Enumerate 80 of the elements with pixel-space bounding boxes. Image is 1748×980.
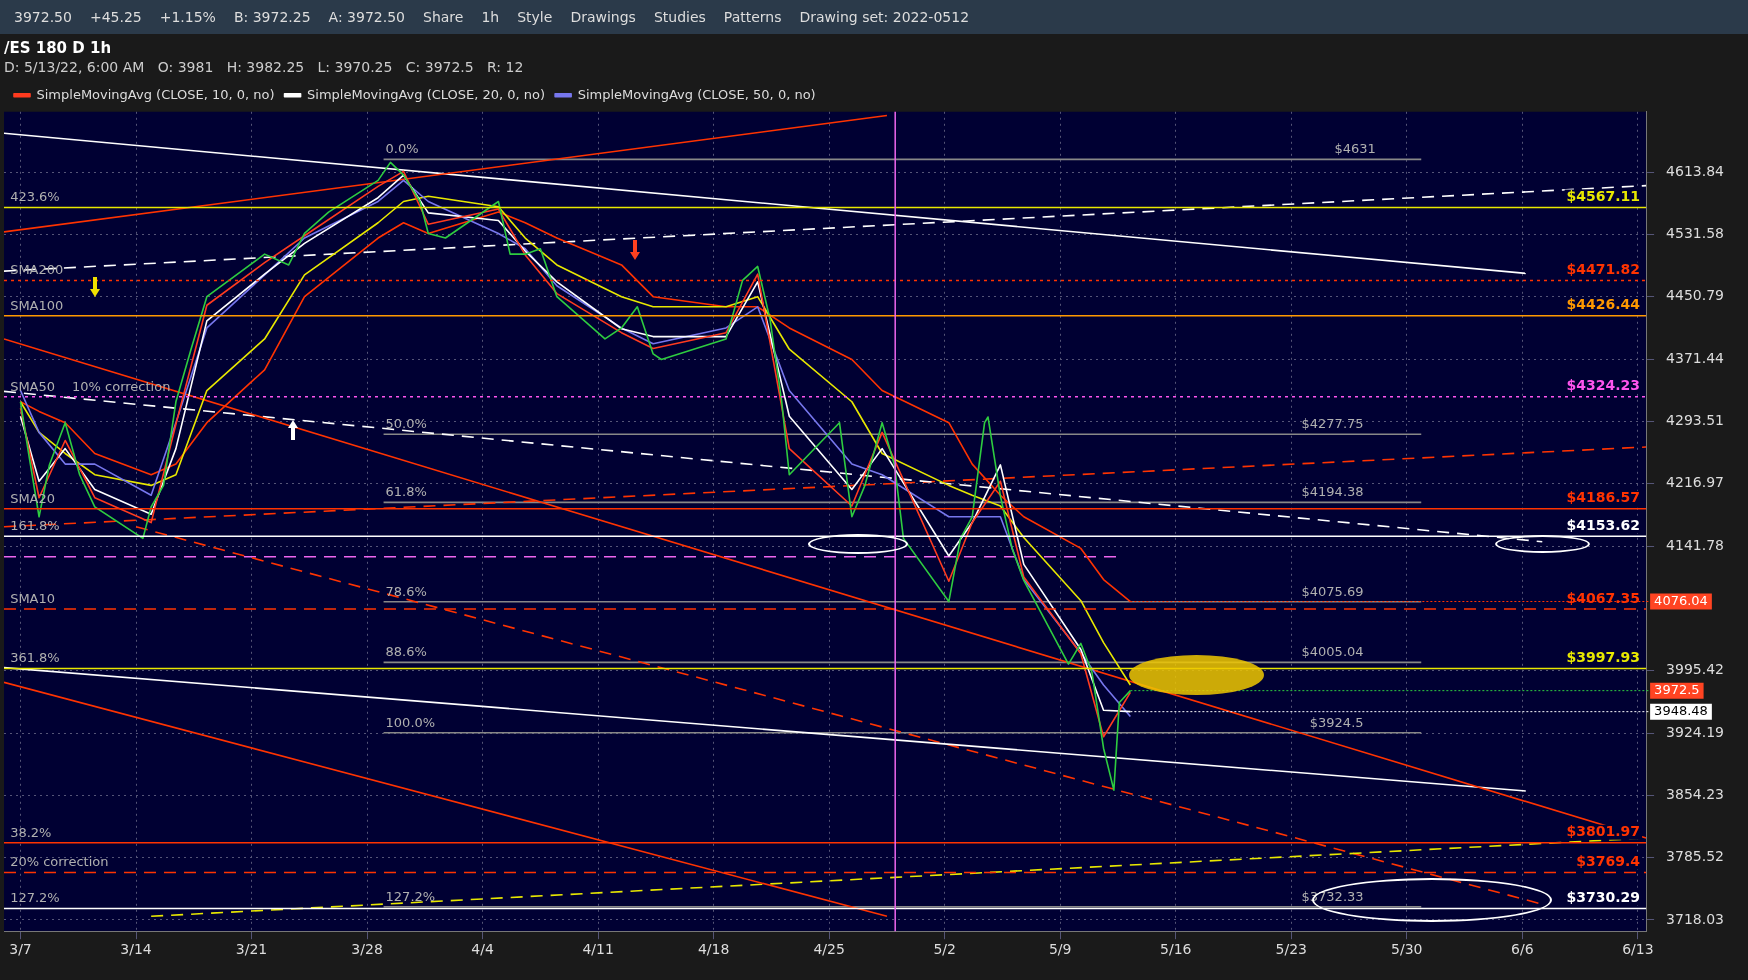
ref-line-label: $3801.97 [1566, 823, 1641, 840]
ref-line-label: $4153.62 [1566, 516, 1641, 533]
annotation: $3924.5 [1309, 714, 1364, 730]
annotation: SMA10 [10, 590, 56, 606]
text: Share [423, 9, 464, 25]
text: 1h [481, 9, 500, 25]
annotation: SMA200 [10, 262, 64, 278]
annotation: $4631 [1334, 141, 1376, 157]
ref-line-label: $4567.11 [1566, 188, 1641, 205]
annotation: 50.0% [385, 416, 427, 432]
text: Drawing set: 2022-0512 [799, 9, 970, 25]
y-tick-label: 3995.42 [1666, 661, 1725, 678]
x-tick-label: 3/21 [235, 941, 268, 958]
annotation: 78.6% [385, 583, 427, 599]
x-tick-label: 5/30 [1391, 941, 1423, 958]
ref-line-label: $4067.35 [1566, 589, 1641, 606]
annotation: 38.2% [10, 824, 52, 840]
x-tick-label: 4/18 [697, 941, 730, 958]
ref-line-label: $4186.57 [1566, 489, 1641, 506]
ref-line-label: $3769.4 [1576, 853, 1641, 870]
text: +45.25 [89, 9, 142, 25]
text: Style [517, 9, 553, 25]
x-tick-label: 4/11 [582, 941, 614, 958]
annotation: $4277.75 [1301, 416, 1364, 432]
y-tick-label: 4293.51 [1666, 412, 1725, 429]
annotation: 127.2% [385, 888, 436, 904]
ref-line-label: $4426.44 [1566, 296, 1641, 313]
legend-label: SimpleMovingAvg (CLOSE, 10, 0, no) [36, 86, 275, 102]
ref-line-label: $3997.93 [1566, 649, 1641, 666]
annotation: 4076.04 [1654, 592, 1708, 608]
ref-line-label: $4471.82 [1566, 261, 1641, 278]
y-tick-label: 4216.97 [1666, 474, 1725, 491]
annotation: 20% correction [10, 854, 109, 870]
annotation: 361.8% [10, 650, 60, 666]
annotation: 127.2% [10, 890, 60, 906]
y-tick-label: 3785.52 [1666, 848, 1725, 865]
annotation: SMA100 [10, 297, 64, 313]
text: B: 3972.25 [233, 9, 311, 25]
annotation: $4194.38 [1301, 484, 1364, 500]
chart-title: /ES 180 D 1h [4, 38, 112, 57]
legend-label: SimpleMovingAvg (CLOSE, 20, 0, no) [307, 86, 546, 102]
annotation: 61.8% [385, 484, 427, 500]
x-tick-label: 3/14 [120, 941, 152, 958]
x-tick-label: 5/2 [933, 941, 956, 958]
x-tick-label: 3/28 [351, 941, 383, 958]
y-tick-label: 4141.78 [1666, 536, 1725, 553]
text: Patterns [723, 9, 782, 25]
x-tick-label: 5/23 [1275, 941, 1308, 958]
x-tick-label: 5/16 [1160, 941, 1192, 958]
annotation: $4005.04 [1301, 644, 1364, 660]
text: 3972.50 [14, 9, 72, 25]
annotation: 0.0% [385, 141, 419, 157]
text: +1.15% [159, 9, 216, 25]
annotation: 88.6% [385, 644, 427, 660]
x-tick-label: 3/7 [9, 941, 32, 958]
y-tick-label: 4371.44 [1666, 349, 1725, 366]
x-tick-label: 6/6 [1511, 941, 1534, 958]
y-tick-label: 3854.23 [1666, 785, 1725, 802]
ref-line-label: $4324.23 [1566, 377, 1641, 394]
x-tick-label: 5/9 [1048, 941, 1072, 958]
x-tick-label: 4/4 [471, 941, 494, 958]
y-tick-label: 3718.03 [1666, 910, 1725, 927]
annotation: 3948.48 [1654, 703, 1708, 719]
y-tick-label: 3924.19 [1666, 723, 1725, 740]
x-tick-label: 4/25 [813, 941, 845, 958]
text: A: 3972.50 [328, 9, 406, 25]
y-tick-label: 4613.84 [1666, 162, 1725, 179]
ref-line-label: $3730.29 [1566, 889, 1641, 906]
annotation: 3972.5 [1654, 682, 1700, 698]
y-tick-label: 4450.79 [1666, 287, 1725, 304]
y-tick-label: 4531.58 [1666, 225, 1725, 242]
annotation: 100.0% [385, 714, 436, 730]
annotation: 423.6% [10, 189, 60, 205]
annotation: SMA50 [10, 378, 56, 394]
x-tick-label: 6/13 [1622, 941, 1654, 958]
legend-label: SimpleMovingAvg (CLOSE, 50, 0, no) [577, 86, 816, 102]
text: Studies [653, 9, 706, 25]
annotation: $4075.69 [1301, 583, 1364, 599]
chart-subtitle: D: 5/13/22, 6:00 AM O: 3981 H: 3982.25 L: 3970.25 C: 3972.5 R: 12 [4, 59, 524, 76]
text: Drawings [570, 9, 636, 25]
